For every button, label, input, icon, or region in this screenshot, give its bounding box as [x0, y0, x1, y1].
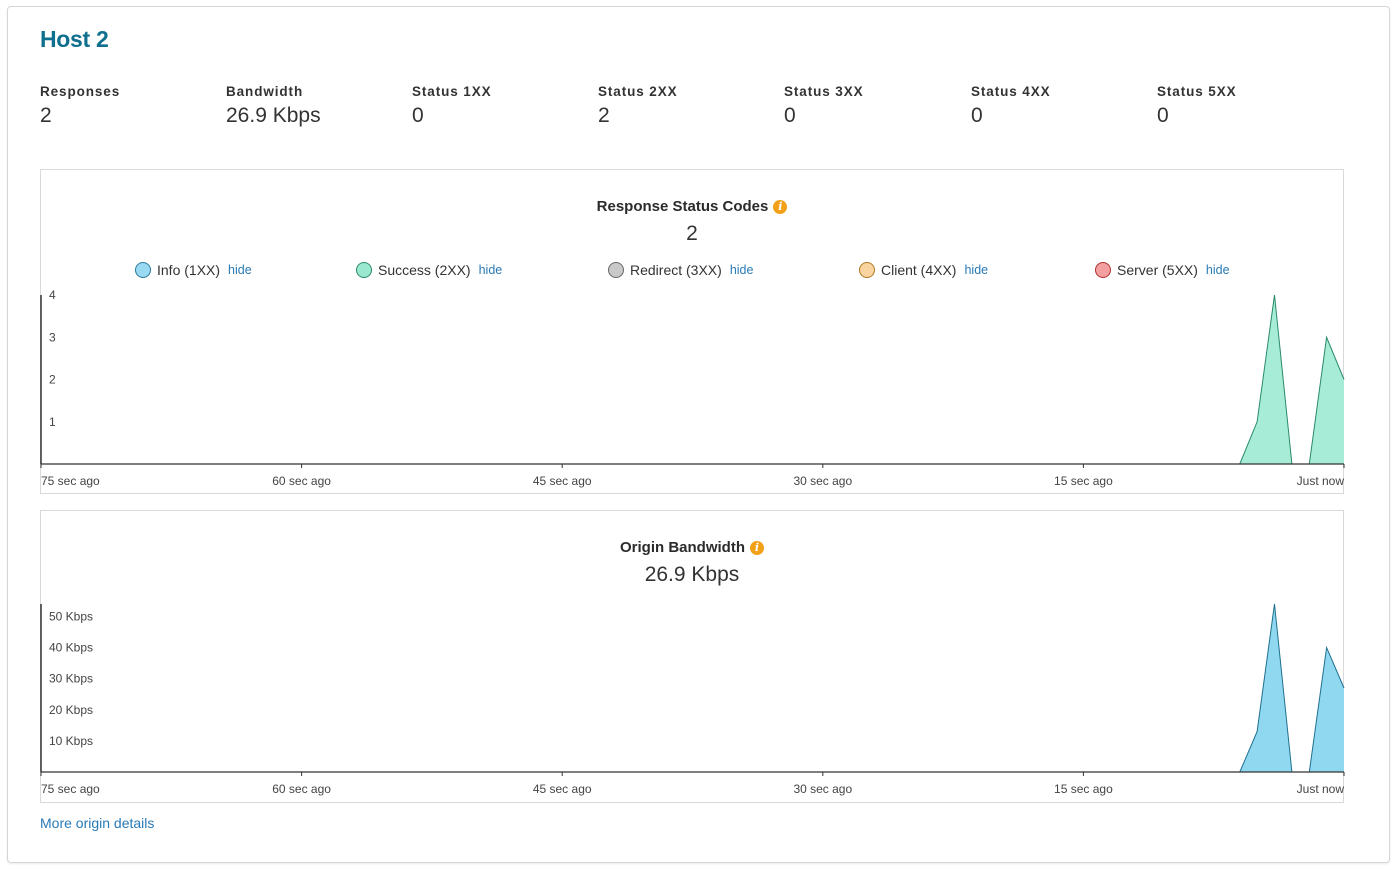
bandwidth-chart-y-tick-label: 40 Kbps	[49, 641, 93, 655]
legend-label: Client (4XX)	[881, 262, 957, 278]
status-chart-y-tick-label: 3	[49, 330, 56, 344]
info-icon[interactable]: i	[773, 200, 788, 214]
stat-status-4xx: Status 4XX 0	[971, 84, 1051, 128]
legend-swatch-server	[1095, 262, 1111, 278]
legend-item-redirect: Redirect (3XX) hide	[608, 262, 753, 278]
status-chart-y-tick-label: 2	[49, 373, 56, 387]
legend-item-client: Client (4XX) hide	[859, 262, 988, 278]
bandwidth-chart-x-tick-label: 45 sec ago	[533, 782, 592, 796]
legend-item-success: Success (2XX) hide	[356, 262, 502, 278]
stat-bandwidth: Bandwidth 26.9 Kbps	[226, 84, 321, 128]
hide-info-link[interactable]: hide	[228, 263, 252, 277]
stat-label: Status 2XX	[598, 84, 678, 99]
stat-label: Bandwidth	[226, 84, 304, 99]
legend-label: Server (5XX)	[1117, 262, 1198, 278]
bandwidth-chart-series-area	[41, 604, 1344, 772]
stat-value: 26.9 Kbps	[226, 104, 321, 127]
stat-value: 0	[971, 104, 983, 127]
info-icon[interactable]: i	[750, 541, 764, 555]
bandwidth-chart: 10 Kbps 20 Kbps 30 Kbps 40 Kbps 50 Kbps 75 se…	[40, 603, 1345, 796]
stat-value: 2	[40, 104, 52, 127]
legend-label: Success (2XX)	[378, 262, 471, 278]
stat-status-3xx: Status 3XX 0	[784, 84, 864, 128]
legend-swatch-redirect	[608, 262, 624, 278]
status-codes-panel: Response Status Codes i 2 Info (1XX) hide…	[40, 169, 1345, 494]
hide-client-link[interactable]: hide	[964, 263, 989, 277]
bandwidth-total: 26.9 Kbps	[644, 563, 740, 586]
status-chart-x-tick-label: Just now	[1297, 474, 1345, 488]
stats-row: Responses 2 Bandwidth 26.9 Kbps Status 1…	[40, 84, 1340, 134]
bandwidth-title: Origin Bandwidth	[620, 539, 745, 556]
bandwidth-chart-x-tick-label: 30 sec ago	[793, 782, 852, 796]
legend-swatch-client	[859, 262, 875, 278]
bandwidth-title-row: Origin Bandwidth i	[41, 539, 1343, 556]
bandwidth-chart-y-tick-label: 10 Kbps	[49, 734, 93, 748]
host-title: Host 2	[40, 26, 109, 52]
bandwidth-chart-y-tick-label: 50 Kbps	[49, 609, 93, 623]
bandwidth-chart-x-tick-label: 15 sec ago	[1054, 782, 1113, 796]
status-chart-series-area	[41, 295, 1344, 464]
status-chart-x-tick-label: 60 sec ago	[272, 474, 331, 488]
status-chart-series-line	[41, 294, 1345, 465]
legend-label: Redirect (3XX)	[630, 262, 722, 278]
status-codes-title: Response Status Codes	[596, 198, 769, 215]
stat-status-2xx: Status 2XX 2	[598, 84, 678, 128]
status-codes-total: 2	[686, 222, 698, 245]
status-chart-y-tick-label: 1	[49, 415, 56, 429]
stat-label: Status 3XX	[784, 84, 864, 99]
status-chart-y-tick-label: 4	[49, 288, 56, 302]
stat-status-5xx: Status 5XX 0	[1157, 84, 1237, 128]
status-chart-x-tick-label: 30 sec ago	[793, 474, 852, 488]
stat-label: Responses	[40, 84, 121, 99]
legend-item-server: Server (5XX) hide	[1095, 262, 1230, 278]
bandwidth-chart-y-tick-label: 30 Kbps	[49, 672, 93, 686]
bandwidth-chart-x-tick-label: 75 sec ago	[41, 782, 100, 796]
bandwidth-panel: Origin Bandwidth i 26.9 Kbps 10 Kbps 20 Kb…	[40, 510, 1345, 803]
more-origin-details-link[interactable]: More origin details	[40, 815, 155, 831]
bandwidth-chart-series-line	[41, 603, 1345, 773]
stat-label: Status 4XX	[971, 84, 1051, 99]
status-chart-x-tick-label: 45 sec ago	[533, 474, 592, 488]
stat-value: 2	[598, 104, 610, 127]
stat-label: Status 5XX	[1157, 84, 1237, 99]
status-chart-x-tick-label: 15 sec ago	[1054, 474, 1113, 488]
stat-value: 0	[1157, 104, 1169, 127]
legend-swatch-success	[356, 262, 372, 278]
stat-value: 0	[784, 104, 796, 127]
legend-label: Info (1XX)	[157, 262, 221, 278]
hide-redirect-link[interactable]: hide	[729, 263, 754, 277]
hide-server-link[interactable]: hide	[1205, 263, 1230, 277]
status-legend: Info (1XX) hide Success (2XX) hide Redir…	[41, 262, 1343, 282]
legend-item-info: Info (1XX) hide	[135, 262, 252, 278]
status-codes-chart: 1 2 3 4 75 sec ago 60 sec ago 45 sec ago 30 sec…	[40, 288, 1345, 488]
stat-status-1xx: Status 1XX 0	[412, 84, 492, 128]
legend-swatch-info	[135, 262, 151, 278]
bandwidth-chart-y-tick-label: 20 Kbps	[49, 703, 93, 717]
stat-value: 0	[412, 104, 424, 127]
status-codes-title-row: Response Status Codes i	[41, 198, 1343, 215]
status-chart-x-tick-label: 75 sec ago	[41, 474, 100, 488]
bandwidth-chart-x-tick-label: Just now	[1297, 782, 1345, 796]
hide-success-link[interactable]: hide	[478, 263, 503, 277]
stat-label: Status 1XX	[412, 84, 492, 99]
bandwidth-chart-x-tick-label: 60 sec ago	[272, 782, 331, 796]
stat-responses: Responses 2	[40, 84, 120, 128]
